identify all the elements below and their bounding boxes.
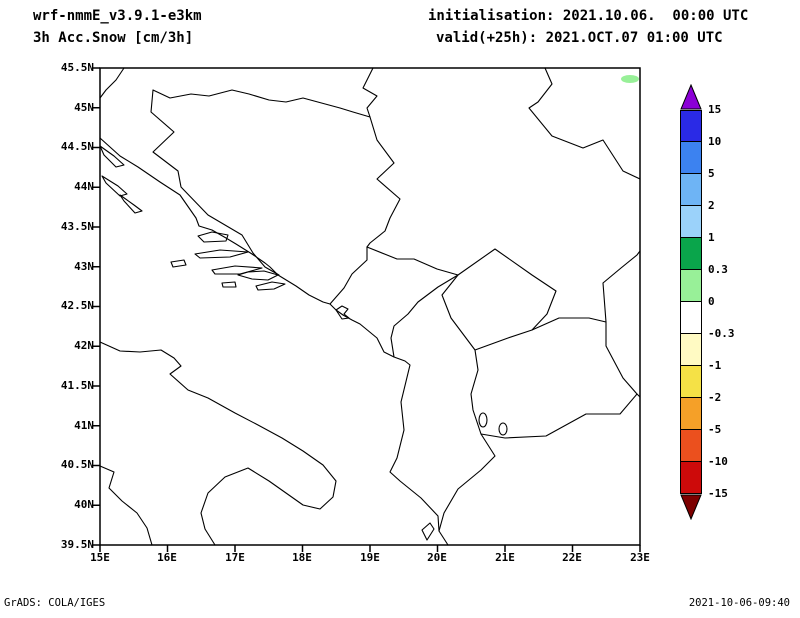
lake-ohrid: [478, 412, 488, 428]
colorbar-segment-10-5: [680, 142, 702, 174]
y-tick-41-5n: 41.5N: [60, 379, 94, 392]
colorbar-label-03: 0.3: [708, 263, 728, 276]
x-tick-22e: 22E: [562, 551, 582, 564]
field-title: 3h Acc.Snow [cm/3h]: [33, 30, 194, 46]
colorbar-label-n5: -5: [708, 423, 722, 436]
border-macedonia-bulgaria: [605, 321, 641, 398]
map-canvas: [93, 67, 641, 552]
colorbar-segment-03-0: [680, 270, 702, 302]
colorbar-top-arrow-icon: [680, 84, 702, 110]
colorbar-segment-1-03: [680, 238, 702, 270]
island-hvar: [194, 249, 249, 259]
island-corfu: [421, 522, 435, 541]
peljesac-peninsula: [237, 270, 279, 281]
y-tick-39-5n: 39.5N: [60, 538, 94, 551]
island-korcula: [211, 265, 263, 275]
map-outlines: [99, 67, 641, 546]
colorbar-label-n2: -2: [708, 391, 722, 404]
island-brac: [197, 231, 229, 243]
y-tick-42n: 42N: [74, 339, 94, 352]
y-tick-44-5n: 44.5N: [60, 140, 94, 153]
coastline-italy-adriatic: [99, 341, 337, 546]
colorbar-label-0: 0: [708, 295, 715, 308]
lake-prespa: [498, 422, 508, 436]
colorbar: [680, 84, 702, 520]
island-pag: [99, 145, 125, 168]
colorbar-segment-n2-n5: [680, 398, 702, 430]
border-albania-macedonia: [470, 349, 482, 435]
colorbar-label-10: 10: [708, 135, 722, 148]
colorbar-segment-0-n03: [680, 302, 702, 334]
model-title: wrf-nmmE_v3.9.1-e3km: [33, 8, 202, 24]
map-panel: [93, 67, 641, 552]
map-frame: [99, 67, 641, 546]
colorbar-label-5: 5: [708, 167, 715, 180]
border-macedonia-serbia: [531, 317, 607, 331]
island-mljet: [255, 281, 286, 291]
y-tick-42-5n: 42.5N: [60, 299, 94, 312]
colorbar-bottom-arrow-icon: [680, 494, 702, 520]
border-serbia-romania: [528, 67, 641, 180]
snow-patch: [621, 75, 639, 83]
colorbar-label-n10: -10: [708, 455, 728, 468]
x-tick-17e: 17E: [225, 551, 245, 564]
coastline-italy-tyrrhenian: [99, 465, 153, 546]
colorbar-segment-n10-n15: [680, 462, 702, 494]
colorbar-label-n15: -15: [708, 487, 728, 500]
island-dugi-otok: [101, 175, 128, 197]
init-time-label: initialisation: 2021.10.06. 00:00 UTC: [428, 8, 749, 24]
y-tick-45-5n: 45.5N: [60, 61, 94, 74]
border-montenegro-serbia: [366, 246, 459, 276]
map-frame-ticks: [93, 67, 641, 552]
colorbar-label-n1: -1: [708, 359, 722, 372]
border-bosnia-montenegro: [329, 246, 368, 305]
y-tick-43n: 43N: [74, 260, 94, 273]
x-tick-18e: 18E: [292, 551, 312, 564]
x-tick-19e: 19E: [360, 551, 380, 564]
colorbar-segment-n5-n10: [680, 430, 702, 462]
colorbar-label-1: 1: [708, 231, 715, 244]
colorbar-label-2: 2: [708, 199, 715, 212]
border-slovenia-croatia: [99, 67, 125, 99]
border-bosnia-serbia: [366, 116, 401, 248]
border-kosovo: [441, 248, 557, 351]
border-macedonia-greece: [480, 393, 638, 439]
island-lastovo: [221, 281, 237, 288]
border-montenegro-albania: [390, 274, 459, 358]
x-tick-23e: 23E: [630, 551, 650, 564]
y-tick-45n: 45N: [74, 101, 94, 114]
y-tick-40-5n: 40.5N: [60, 458, 94, 471]
coastline-adriatic-east: [99, 137, 449, 546]
colorbar-segment-15-10: [680, 110, 702, 142]
island-kornati: [119, 194, 143, 214]
border-serbia-bulgaria: [602, 250, 641, 323]
y-tick-44n: 44N: [74, 180, 94, 193]
colorbar-segment-n03-n1: [680, 334, 702, 366]
colorbar-label-n03: -0.3: [708, 327, 735, 340]
colorbar-label-15: 15: [708, 103, 722, 116]
x-tick-16e: 16E: [157, 551, 177, 564]
colorbar-segment-5-2: [680, 174, 702, 206]
bay-of-kotor: [335, 305, 350, 320]
border-croatia-bosnia: [150, 89, 371, 276]
x-tick-21e: 21E: [495, 551, 515, 564]
y-tick-43-5n: 43.5N: [60, 220, 94, 233]
island-vis: [170, 259, 187, 268]
valid-time-label: valid(+25h): 2021.OCT.07 01:00 UTC: [436, 30, 723, 46]
y-tick-41n: 41N: [74, 419, 94, 432]
x-tick-20e: 20E: [427, 551, 447, 564]
border-albania-greece: [438, 433, 496, 532]
colorbar-segment-n1-n2: [680, 366, 702, 398]
x-tick-15e: 15E: [90, 551, 110, 564]
y-tick-40n: 40N: [74, 498, 94, 511]
border-croatia-serbia: [362, 67, 378, 118]
creation-timestamp: 2021-10-06-09:40: [688, 597, 790, 609]
grads-credit: GrADS: COLA/IGES: [4, 597, 106, 609]
colorbar-segment-2-1: [680, 206, 702, 238]
